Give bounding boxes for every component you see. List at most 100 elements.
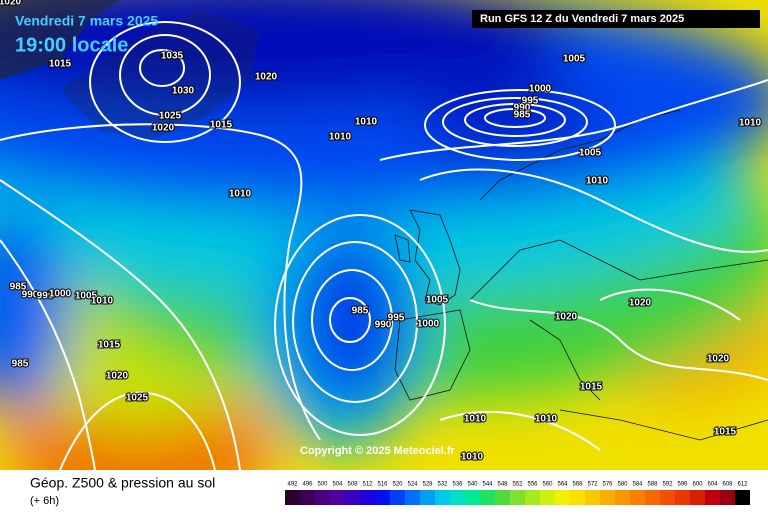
isobar-label: 1010 bbox=[229, 189, 252, 200]
scale-label: 500 bbox=[317, 482, 328, 488]
scale-label: 544 bbox=[482, 482, 493, 488]
scale-swatch bbox=[465, 490, 480, 505]
isobar-label: 1010 bbox=[329, 132, 352, 143]
scale-swatch bbox=[570, 490, 585, 505]
scale-swatch bbox=[285, 490, 300, 505]
isobar-label: 1005 bbox=[426, 295, 449, 306]
isobar-label: 1005 bbox=[563, 54, 586, 65]
isobar-label: 1010 bbox=[586, 176, 609, 187]
scale-label: 568 bbox=[572, 482, 583, 488]
scale-label: 524 bbox=[407, 482, 418, 488]
scale-label: 556 bbox=[527, 482, 538, 488]
isobar-label: 1010 bbox=[461, 452, 484, 463]
isobar-label: 1020 bbox=[255, 72, 278, 83]
scale-label: 540 bbox=[467, 482, 478, 488]
scale-swatch bbox=[405, 490, 420, 505]
scale-label: 536 bbox=[452, 482, 463, 488]
scale-swatch bbox=[330, 490, 345, 505]
scale-swatch bbox=[690, 490, 705, 505]
scale-label: 592 bbox=[662, 482, 673, 488]
scale-label: 604 bbox=[707, 482, 718, 488]
isobar-label: 1010 bbox=[91, 296, 114, 307]
legend-title: Géop. Z500 & pression au sol bbox=[30, 475, 215, 491]
isobar-label: 995 bbox=[522, 96, 539, 107]
isobar-label: 1020 bbox=[0, 0, 22, 8]
isobar-label: 1010 bbox=[535, 414, 558, 425]
isobar-label: 1000 bbox=[49, 289, 72, 300]
scale-label: 496 bbox=[302, 482, 313, 488]
isobar-label: 1015 bbox=[49, 59, 72, 70]
isobar-label: 1005 bbox=[579, 148, 602, 159]
isobar-label: 1035 bbox=[161, 51, 184, 62]
scale-label: 608 bbox=[722, 482, 733, 488]
isobar-label: 1010 bbox=[739, 118, 762, 129]
scale-swatch bbox=[345, 490, 360, 505]
isobar-label: 990 bbox=[22, 290, 39, 301]
scale-swatch bbox=[525, 490, 540, 505]
isobar-label: 1010 bbox=[464, 414, 487, 425]
run: Run GFS 12 Z du Vendredi 7 mars 2025 bbox=[480, 13, 684, 25]
scale-label: 576 bbox=[602, 482, 613, 488]
scale-label: 504 bbox=[332, 482, 343, 488]
scale-swatch bbox=[645, 490, 660, 505]
scale-swatch bbox=[315, 490, 330, 505]
copyright: Copyright © 2025 Meteociel.fr bbox=[300, 445, 456, 457]
isobars bbox=[0, 21, 768, 470]
scale-label: 508 bbox=[347, 482, 358, 488]
scale-swatch bbox=[420, 490, 435, 505]
isobar-label: 995 bbox=[37, 291, 54, 302]
scale-label: 600 bbox=[692, 482, 703, 488]
scale-label: 552 bbox=[512, 482, 523, 488]
scale-swatch bbox=[735, 490, 750, 505]
scale-swatch bbox=[435, 490, 450, 505]
scale-label: 560 bbox=[542, 482, 553, 488]
isobar-label: 1020 bbox=[629, 298, 652, 309]
scale-swatch bbox=[705, 490, 720, 505]
scale-swatch bbox=[720, 490, 735, 505]
isobar-label: 1015 bbox=[210, 120, 233, 131]
isobar-label: 1020 bbox=[555, 312, 578, 323]
isobar-label: 995 bbox=[388, 313, 405, 324]
scale-swatch bbox=[360, 490, 375, 505]
scale-label: 580 bbox=[617, 482, 628, 488]
scale-label: 520 bbox=[392, 482, 403, 488]
isobar-label: 1015 bbox=[580, 382, 603, 393]
scale-swatch bbox=[540, 490, 555, 505]
isobar-label: 990 bbox=[514, 103, 531, 114]
isobar-label: 985 bbox=[514, 110, 531, 121]
time: 19:00 locale bbox=[15, 34, 128, 56]
scale-label: 516 bbox=[377, 482, 388, 488]
scale-swatch bbox=[630, 490, 645, 505]
scale-swatch bbox=[585, 490, 600, 505]
scale-label: 492 bbox=[287, 482, 298, 488]
scale-swatch bbox=[300, 490, 315, 505]
isobar-label: 1000 bbox=[529, 84, 552, 95]
scale-label: 584 bbox=[632, 482, 643, 488]
scale-swatch bbox=[600, 490, 615, 505]
scale-swatch bbox=[615, 490, 630, 505]
isobar-label: 1020 bbox=[707, 354, 730, 365]
scale-swatch bbox=[375, 490, 390, 505]
scale-swatch bbox=[660, 490, 675, 505]
scale-label: 596 bbox=[677, 482, 688, 488]
isobar-label: 985 bbox=[12, 359, 29, 370]
isobar-label: 1010 bbox=[355, 117, 378, 128]
scale-label: 512 bbox=[362, 482, 373, 488]
scale-label: 564 bbox=[557, 482, 568, 488]
isobar-label: 1020 bbox=[106, 371, 129, 382]
isobar-label: 1025 bbox=[126, 393, 149, 404]
scale-label: 528 bbox=[422, 482, 433, 488]
isobar-label: 1000 bbox=[417, 319, 440, 330]
scale-swatch bbox=[390, 490, 405, 505]
isobar-label: 1020 bbox=[152, 123, 175, 134]
scale-label: 532 bbox=[437, 482, 448, 488]
isobar-label: 985 bbox=[352, 306, 369, 317]
isobar-label: 990 bbox=[375, 320, 392, 331]
scale-label: 548 bbox=[497, 482, 508, 488]
scale-label: 588 bbox=[647, 482, 658, 488]
run-box bbox=[472, 10, 760, 28]
isobar-label: 1015 bbox=[98, 340, 121, 351]
isobar-label: 1005 bbox=[75, 291, 98, 302]
scale-swatch bbox=[495, 490, 510, 505]
